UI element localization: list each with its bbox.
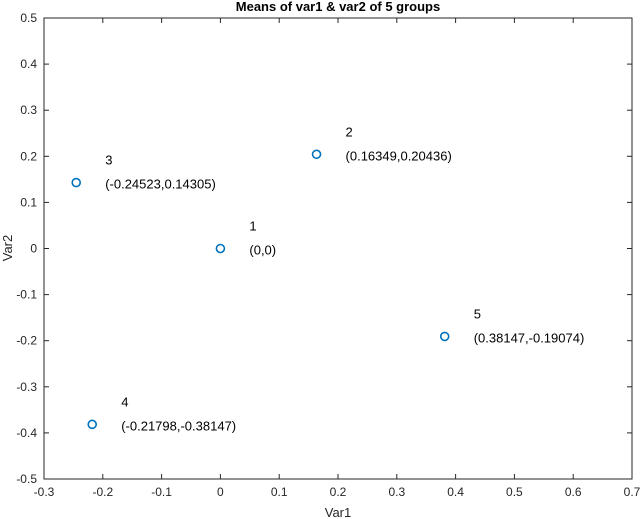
x-tick-label: 0.1	[271, 485, 288, 499]
y-tick-label: 0.4	[20, 57, 37, 71]
x-tick-label: 0.2	[330, 485, 347, 499]
data-point-1	[215, 243, 226, 254]
point-coord-label-3: (-0.24523,0.14305)	[105, 177, 216, 192]
x-tick-label: 0.3	[388, 485, 405, 499]
point-label-3: 3	[105, 153, 112, 168]
y-tick-label: 0.3	[20, 103, 37, 117]
data-point-5	[439, 331, 450, 342]
point-coord-label-5: (0.38147,-0.19074)	[474, 330, 585, 345]
data-point-4	[87, 419, 98, 430]
axis-ticks: -0.3 -0.2 -0.1 0 0.1 0.2 0.3 0.4 0.5 0.6 0.7-0.5-0…	[16, 11, 640, 499]
x-tick-label: 0	[217, 485, 224, 499]
point-label-1: 1	[249, 219, 256, 234]
y-tick-label: -0.3	[16, 380, 37, 394]
data-point-2	[311, 149, 322, 160]
point-label-2: 2	[346, 124, 353, 139]
y-tick-label: -0.5	[16, 472, 37, 486]
x-tick-label: -0.3	[34, 485, 55, 499]
chart-title: Means of var1 & var2 of 5 groups	[236, 0, 440, 14]
y-axis-label: Var2	[0, 235, 15, 262]
data-points: 1 (0,0) 2 (0.16349,0.20436) 3 (-0.24523,0.143…	[71, 124, 585, 433]
x-tick-label: 0.6	[565, 485, 582, 499]
point-label-4: 4	[121, 394, 128, 409]
y-tick-label: 0	[30, 242, 37, 256]
y-tick-label: -0.4	[16, 426, 37, 440]
y-tick-label: 0.1	[20, 195, 37, 209]
x-axis-label: Var1	[325, 505, 352, 519]
x-tick-label: -0.1	[151, 485, 172, 499]
point-coord-label-4: (-0.21798,-0.38147)	[121, 418, 236, 433]
plot-area	[43, 17, 633, 480]
x-tick-label: -0.2	[92, 485, 113, 499]
point-label-5: 5	[474, 306, 481, 321]
point-coord-label-2: (0.16349,0.20436)	[346, 148, 452, 163]
y-tick-label: 0.2	[20, 149, 37, 163]
y-tick-label: -0.1	[16, 288, 37, 302]
x-tick-label: 0.7	[624, 485, 640, 499]
y-tick-label: 0.5	[20, 11, 37, 25]
point-coord-label-1: (0,0)	[249, 243, 276, 258]
data-point-3	[71, 177, 82, 188]
x-tick-label: 0.4	[447, 485, 464, 499]
y-tick-label: -0.2	[16, 334, 37, 348]
x-tick-label: 0.5	[506, 485, 523, 499]
